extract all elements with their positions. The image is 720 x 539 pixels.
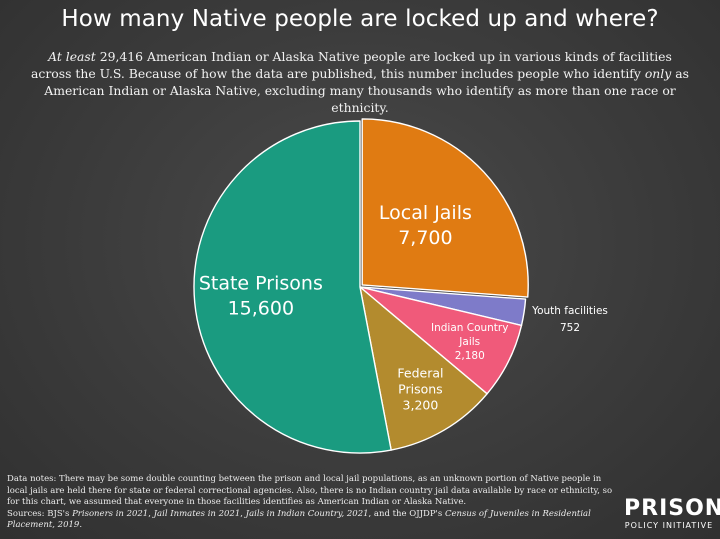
slice-label-youth-facilities: Youth facilities 752 xyxy=(531,305,608,334)
slice-value-text: 2,180 xyxy=(455,350,485,362)
logo-main-text: PRISON xyxy=(624,496,720,521)
sources-sep: , and the OJJDP's xyxy=(368,508,445,519)
subtitle-text-2: as American Indian or Alaska Native, exc… xyxy=(44,66,689,115)
slice-label-indian-country-jails: Indian Country Jails 2,180 xyxy=(431,322,508,362)
logo-sub-text: POLICY INITIATIVE xyxy=(624,521,714,530)
source-jails-indian-country: Jails in Indian Country, 2021 xyxy=(245,508,369,519)
subtitle-italic-only: only xyxy=(644,66,672,81)
slice-label-text: Youth facilities xyxy=(531,305,608,317)
sources-sep: , xyxy=(240,508,246,519)
slice-label-state-prisons: State Prisons 15,600 xyxy=(199,272,323,319)
slice-label-text: Prisons xyxy=(398,382,443,397)
slice-value-text: 15,600 xyxy=(228,297,294,319)
slice-label-local-jails: Local Jails 7,700 xyxy=(379,202,472,249)
subtitle-text-1: 29,416 American Indian or Alaska Native … xyxy=(31,49,672,81)
data-notes: Data notes: There may be some double cou… xyxy=(7,474,619,532)
sources-lead: Sources: BJS's xyxy=(7,508,73,519)
notes-text: Data notes: There may be some double cou… xyxy=(7,474,613,508)
slice-value-text: 3,200 xyxy=(403,398,439,413)
slice-label-text: Indian Country xyxy=(431,322,508,334)
prison-policy-initiative-logo: PRISON POLICY INITIATIVE xyxy=(624,496,720,532)
source-census-juveniles: Census of Juveniles in Residential Place… xyxy=(7,508,591,531)
chart-subtitle: At least 29,416 American Indian or Alask… xyxy=(30,48,690,116)
sources-sep: , xyxy=(148,508,154,519)
sources-end: . xyxy=(79,520,83,531)
slice-label-text: State Prisons xyxy=(199,272,323,294)
subtitle-italic-lead: At least xyxy=(48,49,96,64)
source-jail-inmates: Jail Inmates in 2021 xyxy=(153,508,241,519)
slice-label-text: Local Jails xyxy=(379,202,472,224)
chart-title: How many Native people are locked up and… xyxy=(61,6,659,32)
pie-slice-federal-prisons xyxy=(359,286,488,451)
slice-label-text: Jails xyxy=(458,336,480,348)
slice-value-text: 752 xyxy=(560,322,580,334)
pie-slice-state-prisons xyxy=(193,120,392,454)
pie-slice-local-jails xyxy=(361,118,529,298)
slice-label-text: Federal xyxy=(397,366,443,381)
slice-value-text: 7,700 xyxy=(398,227,452,249)
source-prisoners: Prisoners in 2021 xyxy=(72,508,149,519)
